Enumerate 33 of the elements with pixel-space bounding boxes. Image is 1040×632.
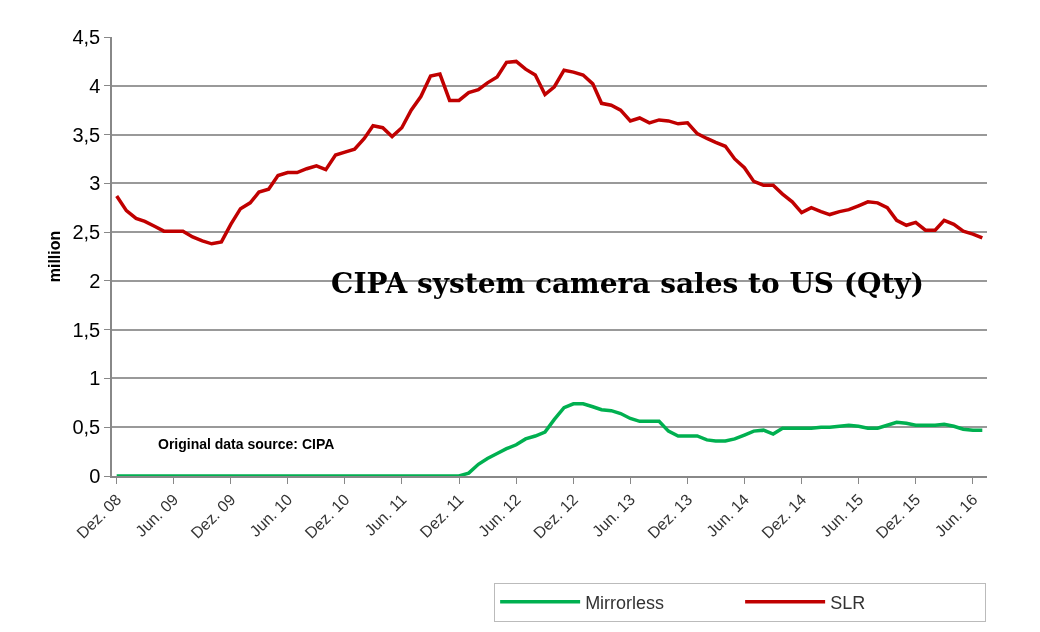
legend-label: Mirrorless bbox=[585, 592, 665, 613]
y-tick-label: 1,5 bbox=[72, 318, 101, 341]
line-series bbox=[114, 59, 985, 246]
y-tick-label: 4,5 bbox=[72, 26, 101, 48]
line-series bbox=[114, 402, 985, 476]
legend-label: SLR bbox=[830, 592, 866, 613]
x-tick-label: Dez. 11 bbox=[416, 490, 467, 541]
y-tick-label: 2,5 bbox=[72, 221, 101, 244]
y-tick-label: 1 bbox=[89, 367, 101, 390]
x-tick-label: Jun. 12 bbox=[474, 490, 525, 540]
y-tick-label: 0 bbox=[89, 465, 101, 487]
y-tick-label: 3 bbox=[89, 172, 101, 195]
x-tick-label: Dez. 14 bbox=[758, 490, 810, 542]
y-tick-label: 4 bbox=[89, 74, 101, 97]
x-tick-label: Dez. 10 bbox=[301, 490, 353, 542]
x-tick-label: Jun. 11 bbox=[361, 490, 410, 539]
y-axis-title: million bbox=[45, 230, 63, 283]
x-tick-label: Jun. 15 bbox=[817, 490, 867, 540]
x-tick-label: Dez. 08 bbox=[73, 490, 125, 542]
x-tick-label: Dez. 13 bbox=[644, 490, 696, 542]
text: CIPA system camera sales to US (Qty) bbox=[331, 266, 924, 300]
y-tick-label: 3,5 bbox=[72, 123, 101, 146]
x-tick-label: Dez. 09 bbox=[187, 490, 239, 542]
annotation: Original data source: CIPA bbox=[158, 436, 335, 452]
x-tick-label: Jun. 16 bbox=[931, 490, 981, 540]
x-tick-label: Jun. 09 bbox=[132, 490, 182, 540]
x-tick-label: Jun. 14 bbox=[703, 490, 753, 540]
y-tick-label: 2 bbox=[89, 269, 101, 292]
x-tick-label: Jun. 13 bbox=[588, 490, 639, 540]
x-tick-label: Dez. 15 bbox=[872, 490, 924, 542]
x-tick-label: Dez. 12 bbox=[530, 490, 582, 542]
y-tick-label: 0,5 bbox=[72, 416, 101, 439]
x-tick-label: Jun. 10 bbox=[246, 490, 296, 540]
